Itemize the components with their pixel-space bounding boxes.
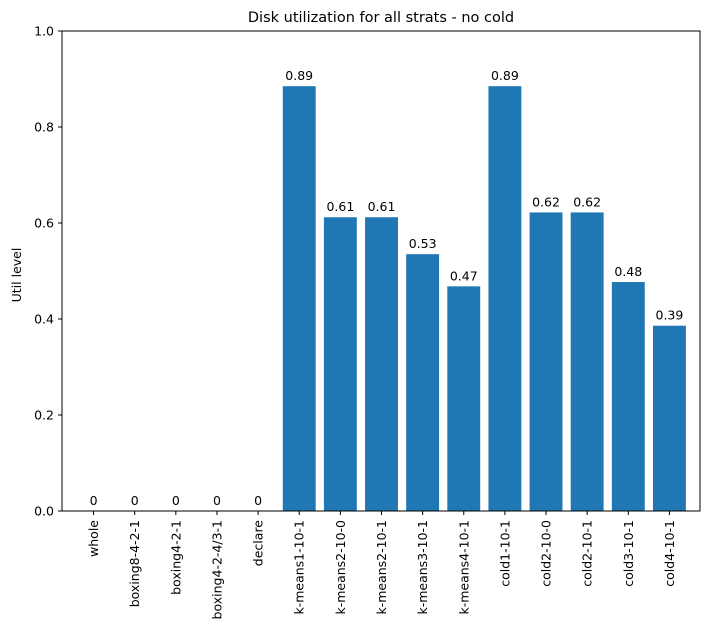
- data-label-14: 0.39: [656, 308, 684, 323]
- x-tick-label-14: cold4-10-1: [662, 520, 677, 587]
- bar-14: [652, 325, 686, 511]
- bar-7: [365, 217, 398, 512]
- x-tick-label-13: cold3-10-1: [621, 520, 636, 587]
- plot-area-frame: [61, 30, 701, 512]
- x-tick-label-11: cold2-10-0: [539, 520, 554, 587]
- y-axis-ticks: 0.0 0.2 0.4 0.6 0.8 1.0: [34, 24, 62, 519]
- x-tick-label-8: k-means3-10-1: [415, 520, 430, 615]
- data-label-12: 0.62: [573, 194, 601, 209]
- data-labels-group: 0 0 0 0 0 0.89 0.61 0.61 0.53 0.47 0.89 0.62 0.62 0.4…: [90, 68, 684, 508]
- y-tick-label-0: 0.0: [34, 504, 54, 519]
- bar-6: [323, 217, 357, 512]
- data-label-8: 0.53: [409, 236, 437, 251]
- x-tick-label-6: k-means2-10-0: [333, 520, 348, 615]
- data-label-10: 0.89: [491, 68, 519, 83]
- data-label-6: 0.61: [326, 199, 354, 214]
- data-label-7: 0.61: [368, 199, 396, 214]
- chart-title: Disk utilization for all strats - no col…: [248, 10, 514, 26]
- y-tick-label-3: 0.6: [34, 216, 54, 231]
- bar-11: [529, 212, 563, 511]
- x-tick-label-2: boxing4-2-1: [168, 520, 183, 595]
- data-label-9: 0.47: [450, 268, 478, 283]
- y-axis-label: Util level: [9, 248, 24, 303]
- x-tick-label-5: k-means1-10-1: [292, 520, 307, 615]
- data-label-13: 0.48: [614, 264, 642, 279]
- bar-10: [488, 86, 522, 511]
- y-tick-label-5: 1.0: [34, 24, 54, 39]
- x-tick-label-1: boxing8-4-2-1: [127, 520, 142, 607]
- y-tick-label-2: 0.4: [34, 312, 54, 327]
- x-tick-label-3: boxing4-2-4/3-1: [209, 520, 224, 619]
- data-label-5: 0.89: [285, 68, 313, 83]
- x-tick-label-9: k-means4-10-1: [456, 520, 471, 615]
- data-label-0: 0: [90, 493, 98, 508]
- data-label-11: 0.62: [532, 194, 560, 209]
- x-tick-label-4: declare: [251, 520, 266, 566]
- x-axis-ticks: whole boxing8-4-2-1 boxing4-2-1 boxing4-2-4…: [86, 511, 677, 619]
- x-tick-label-12: cold2-10-1: [580, 520, 595, 587]
- data-label-3: 0: [213, 493, 221, 508]
- data-label-1: 0: [131, 493, 139, 508]
- bar-8: [406, 254, 440, 511]
- x-tick-label-10: cold1-10-1: [497, 520, 512, 587]
- bar-13: [611, 282, 645, 511]
- data-label-2: 0: [172, 493, 180, 508]
- bars-group: [282, 86, 686, 512]
- x-tick-label-0: whole: [86, 520, 101, 557]
- bar-12: [570, 212, 604, 511]
- y-tick-label-1: 0.2: [34, 408, 54, 423]
- x-tick-label-7: k-means2-10-1: [374, 520, 389, 615]
- data-label-4: 0: [254, 493, 262, 508]
- bar-5: [282, 86, 316, 511]
- bar-9: [447, 286, 481, 511]
- y-tick-label-4: 0.8: [34, 120, 54, 135]
